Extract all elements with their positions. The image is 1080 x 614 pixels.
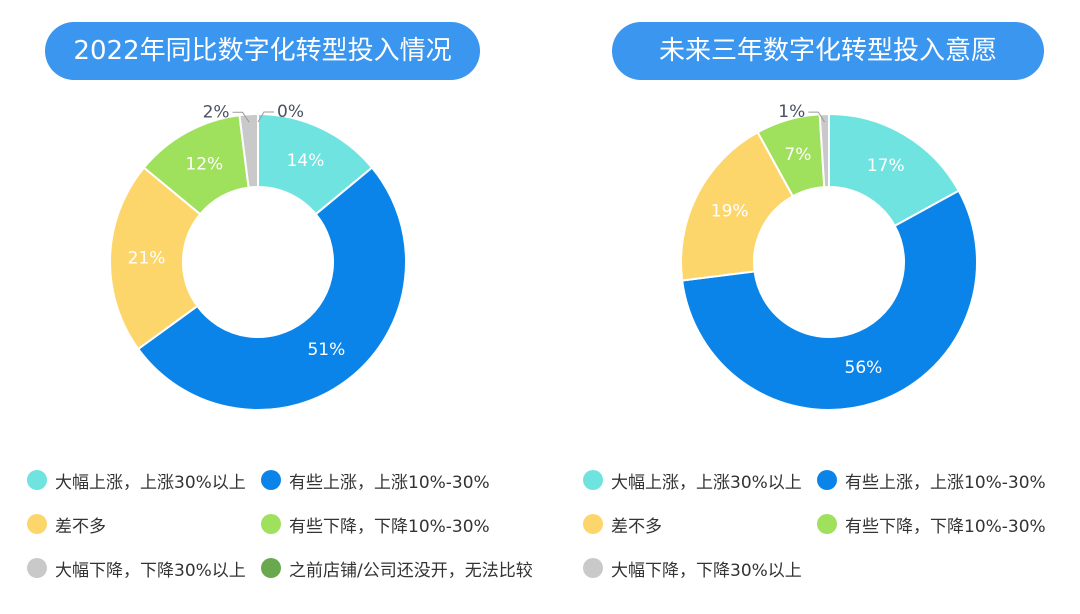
legend-item-not-comparable: 之前店铺/公司还没开，无法比较 <box>261 546 533 590</box>
legend-item-moderate-increase: 有些上涨，上涨10%-30% <box>817 458 1046 502</box>
data-label-moderate-decrease: 12% <box>185 154 223 174</box>
donut-slice-moderate-increase <box>681 189 978 411</box>
legend-label: 有些下降，下降10%-30% <box>845 516 1046 537</box>
legend-label: 大幅下降，下降30%以上 <box>55 560 246 581</box>
legend-swatch <box>261 558 281 578</box>
legend-swatch <box>261 470 281 490</box>
donut-slice-moderate-increase <box>137 166 407 411</box>
legend-swatch <box>27 514 47 534</box>
donut-chart-2022: 14% 51% 21% 12% 2% 0% <box>109 102 407 411</box>
donut-chart-future: 17% 56% 19% 7% 1% <box>680 102 978 411</box>
legend-swatch <box>27 558 47 578</box>
data-label-about-same: 19% <box>711 201 749 221</box>
legend-label: 之前店铺/公司还没开，无法比较 <box>289 560 533 581</box>
legend: 大幅上涨，上涨30%以上 有些上涨，上涨10%-30% 差不多 有些下降，下降1… <box>583 458 1046 590</box>
legend-item-sharp-increase: 大幅上涨，上涨30%以上 <box>583 458 817 502</box>
data-labels: 17% 56% 19% 7% 1% <box>711 102 905 378</box>
donut-slice-sharp-decrease <box>818 113 830 189</box>
data-label-moderate-decrease: 7% <box>784 145 811 165</box>
legend-label: 差不多 <box>55 516 106 537</box>
data-label-sharp-increase: 17% <box>867 156 905 176</box>
legend-item-sharp-increase: 大幅上涨，上涨30%以上 <box>27 458 261 502</box>
donut-slice-about-same <box>680 131 794 282</box>
data-label-sharp-decrease: 2% <box>203 102 230 122</box>
donut-slice-sharp-decrease <box>238 113 259 189</box>
donut-slices <box>109 113 407 411</box>
legend-swatch <box>817 514 837 534</box>
legend-swatch <box>27 470 47 490</box>
legend-swatch <box>583 514 603 534</box>
data-label-sharp-decrease: 1% <box>778 102 805 122</box>
donut-slice-about-same <box>109 166 202 350</box>
chart-panel-2022-investment: 14% 51% 21% 12% 2% 0% 2022年同比数字化转型投入情况 大幅上涨，上… <box>27 22 533 590</box>
legend-label: 大幅上涨，上涨30%以上 <box>611 472 802 493</box>
legend-item-moderate-decrease: 有些下降，下降10%-30% <box>817 502 1046 546</box>
legend-item-about-same: 差不多 <box>27 502 261 546</box>
legend-label: 差不多 <box>611 516 662 537</box>
legend-swatch <box>261 514 281 534</box>
leader-line-not-comparable <box>257 111 274 123</box>
legend-swatch <box>583 558 603 578</box>
chart-title: 2022年同比数字化转型投入情况 <box>45 22 480 80</box>
data-label-sharp-increase: 14% <box>287 151 325 171</box>
legend-item-sharp-decrease: 大幅下降，下降30%以上 <box>27 546 261 590</box>
chart-panel-future-intent: 17% 56% 19% 7% 1% 未来三年数字化转型投入意愿 大幅上涨，上涨30%以上… <box>540 0 1080 614</box>
legend-label: 有些上涨，上涨10%-30% <box>845 472 1046 493</box>
legend-item-moderate-increase: 有些上涨，上涨10%-30% <box>261 458 533 502</box>
data-label-moderate-increase: 51% <box>307 340 345 360</box>
donut-slices <box>680 113 978 411</box>
legend-label: 大幅下降，下降30%以上 <box>611 560 802 581</box>
legend-label: 有些下降，下降10%-30% <box>289 516 490 537</box>
leader-line-sharp-decrease <box>232 111 250 123</box>
chart-title: 未来三年数字化转型投入意愿 <box>612 22 1044 80</box>
legend-label: 大幅上涨，上涨30%以上 <box>55 472 246 493</box>
legend-item-moderate-decrease: 有些下降，下降10%-30% <box>261 502 533 546</box>
legend-item-sharp-decrease: 大幅下降，下降30%以上 <box>583 546 817 590</box>
data-labels: 14% 51% 21% 12% 2% 0% <box>128 102 346 360</box>
legend-label: 有些上涨，上涨10%-30% <box>289 472 490 493</box>
data-label-moderate-increase: 56% <box>845 358 883 378</box>
leader-line-sharp-decrease <box>808 111 826 123</box>
legend-item-about-same: 差不多 <box>583 502 817 546</box>
legend: 大幅上涨，上涨30%以上 有些上涨，上涨10%-30% 差不多 有些下降，下降1… <box>27 458 533 590</box>
legend-swatch <box>817 470 837 490</box>
data-label-about-same: 21% <box>128 248 166 268</box>
data-label-not-comparable: 0% <box>277 102 304 122</box>
legend-swatch <box>583 470 603 490</box>
